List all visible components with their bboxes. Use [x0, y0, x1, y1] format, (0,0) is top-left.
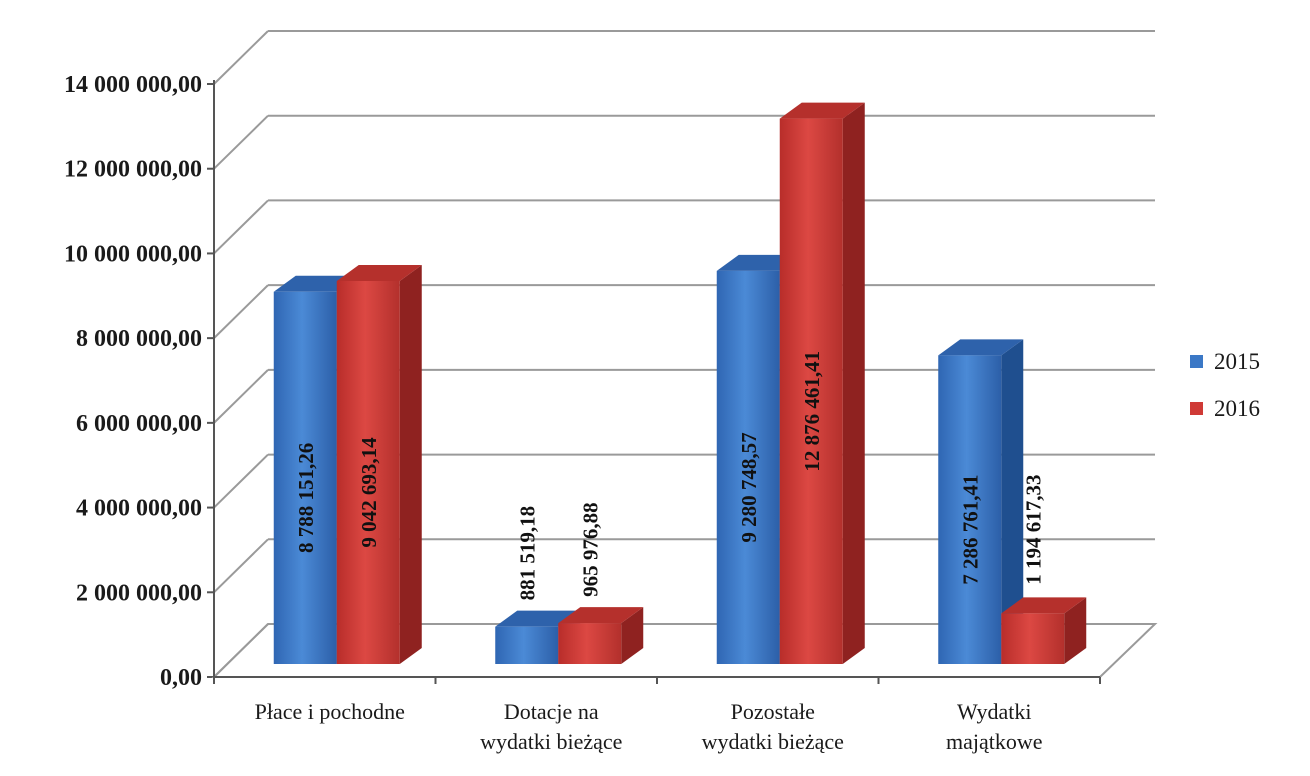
gridline-connector — [213, 199, 269, 255]
data-label: 9 280 748,57 — [737, 432, 761, 542]
data-label: 1 194 617,33 — [1022, 474, 1046, 584]
gridline-connector — [213, 369, 269, 424]
bar-2016-3 — [779, 118, 843, 664]
y-axis-tick-label: 12 000 000,00 — [64, 157, 202, 183]
data-label: 9 042 693,14 — [357, 437, 381, 548]
x-axis-tick-label: Wydatki majątkowe — [946, 699, 1043, 754]
data-label: 965 976,88 — [579, 502, 603, 597]
x-axis-tick-label: Pozostałe wydatki bieżące — [702, 699, 844, 754]
legend: 2015 2016 — [1190, 349, 1260, 421]
bar-2016-1 — [336, 280, 400, 664]
data-labels: 8 788 151,26 9 042 693,14 881 519,18 965 97… — [294, 351, 1046, 600]
legend-label: 2015 — [1214, 349, 1260, 374]
y-axis-tick-label: 6 000 000,00 — [76, 411, 202, 437]
bar-top — [558, 607, 644, 624]
y-axis-tick-labels: 0,00 2 000 000,00 4 000 000,00 6 000 000,00… — [64, 72, 202, 691]
bar-side — [399, 264, 422, 664]
gridline-connector — [213, 538, 269, 593]
data-label: 12 876 461,41 — [800, 351, 824, 472]
legend-swatch-2016 — [1190, 402, 1203, 415]
x-axis-tick-label: Płace i pochodne — [255, 699, 405, 724]
bar-top — [938, 339, 1024, 356]
data-label: 8 788 151,26 — [294, 443, 318, 553]
y-axis-tick-label: 10 000 000,00 — [64, 241, 202, 267]
y-axis-tick-label: 0,00 — [160, 665, 202, 691]
y-axis-tick-label: 2 000 000,00 — [76, 580, 202, 606]
y-axis-tick-label: 4 000 000,00 — [76, 496, 202, 522]
chart-bars — [273, 102, 1087, 664]
gridline-connector — [213, 30, 269, 85]
bar-2016-4 — [1001, 613, 1065, 664]
bar-side — [1001, 339, 1024, 664]
bar-top — [1001, 597, 1087, 614]
bar-2015-1 — [273, 291, 337, 664]
legend-label: 2016 — [1214, 396, 1260, 421]
bar-side — [1064, 597, 1087, 664]
x-axis-tick-labels: Płace i pochodne Dotacje na wydatki bieżąc… — [255, 699, 1043, 754]
bar-2015-3 — [716, 270, 780, 664]
chart-walls — [207, 30, 1158, 684]
bar-top — [779, 102, 865, 119]
data-label: 881 519,18 — [516, 506, 540, 601]
y-axis-tick-label: 8 000 000,00 — [76, 326, 202, 352]
bar-2015-4 — [938, 355, 1002, 664]
x-axis-tick-label: Dotacje na wydatki bieżące — [480, 699, 622, 754]
gridline-connector — [213, 453, 269, 509]
data-label: 7 286 761,41 — [959, 475, 983, 585]
bar-top — [336, 264, 422, 281]
y-axis-tick-label: 14 000 000,00 — [64, 72, 202, 98]
legend-swatch-2015 — [1190, 355, 1203, 368]
bar-side — [621, 607, 644, 664]
gridline-connector — [213, 115, 269, 170]
bar-side — [842, 102, 865, 664]
gridline-connector — [213, 284, 269, 339]
bar-2015-2 — [495, 626, 559, 664]
bar-2016-2 — [558, 623, 622, 664]
